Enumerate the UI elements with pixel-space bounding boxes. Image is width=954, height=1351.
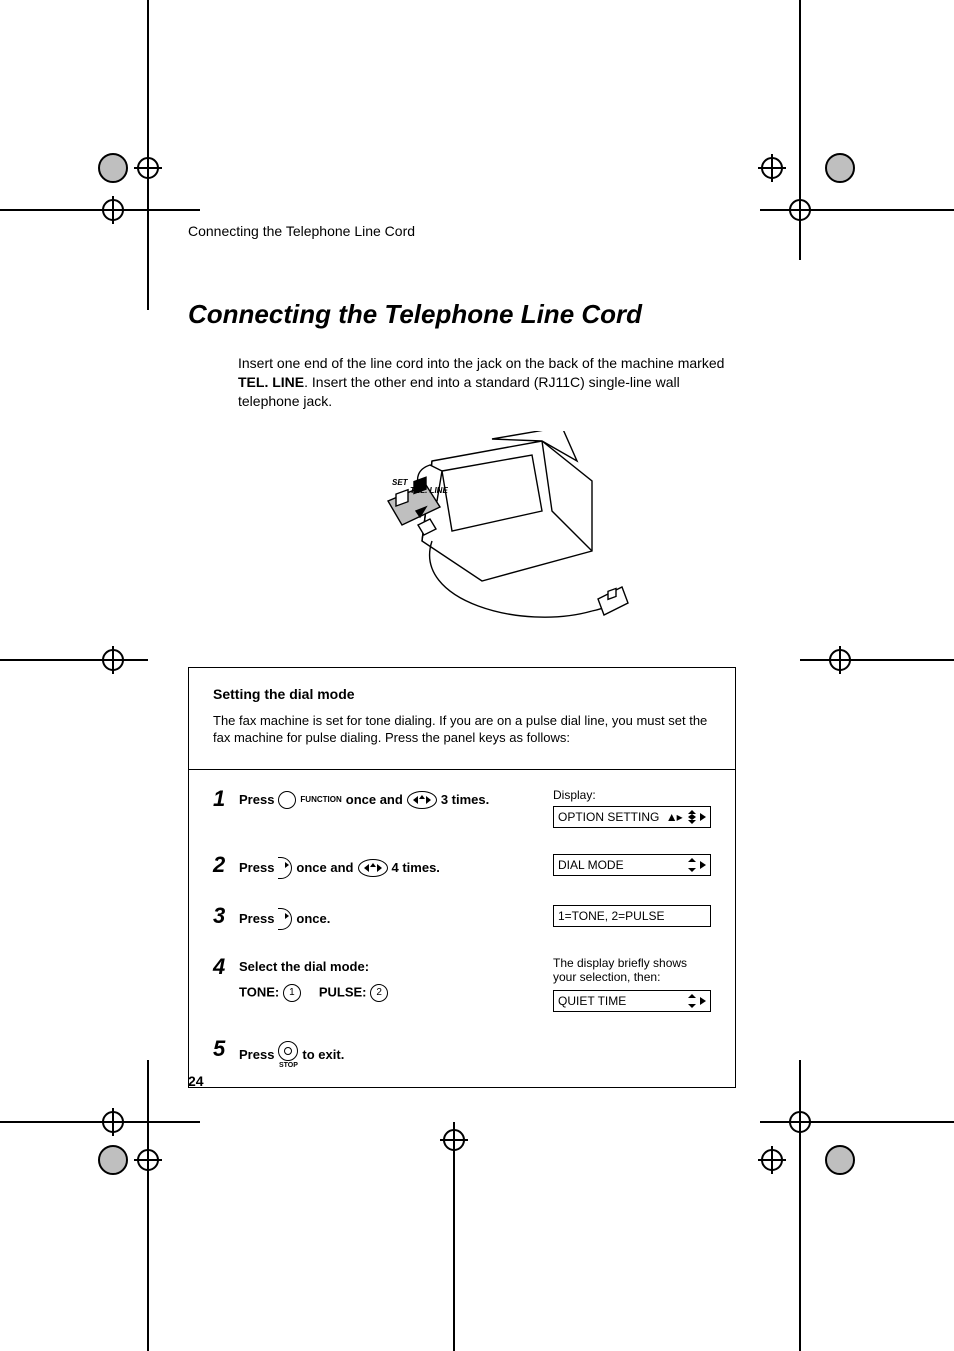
step-text: to exit. (302, 1047, 344, 1062)
procedure-box: Setting the dial mode The fax machine is… (188, 667, 736, 1088)
step-text: Press (239, 792, 274, 807)
intro-text-pre: Insert one end of the line cord into the… (238, 355, 724, 371)
lcd-readout: OPTION SETTING ▲▸ (553, 806, 711, 828)
step-text: Select the dial mode: (239, 959, 553, 974)
step-number: 5 (213, 1038, 239, 1060)
step-text: Press (239, 1047, 274, 1062)
stop-key-label: STOP (279, 1062, 298, 1069)
step-text: Press (239, 911, 274, 926)
step-display: The display briefly shows your selection… (553, 956, 711, 1012)
lcd-arrows-icon (688, 858, 706, 872)
step-display: DIAL MODE (553, 854, 711, 876)
step-5: 5 Press STOP to exit. (213, 1038, 711, 1069)
intro-paragraph: Insert one end of the line cord into the… (238, 354, 736, 411)
step-text: Press (239, 860, 274, 875)
step-body: Press FUNCTION once and 3 times. (239, 788, 553, 809)
page-number: 24 (188, 1073, 204, 1089)
display-label: Display: (553, 788, 711, 802)
step-number: 2 (213, 854, 239, 876)
jack-label-tel-line: TEL. LINE (410, 486, 448, 495)
nav-key-icon (407, 791, 437, 809)
lcd-readout: DIAL MODE (553, 854, 711, 876)
step-body: Select the dial mode: TONE: 1 PULSE: 2 (239, 956, 553, 1002)
step-body: Press STOP to exit. (239, 1038, 553, 1069)
step-text: 3 times. (441, 792, 489, 807)
procedure-heading: Setting the dial mode (213, 686, 711, 702)
step-number: 4 (213, 956, 239, 978)
step-3: 3 Press once. 1=TONE, 2=PULSE (213, 905, 711, 930)
right-key-icon (278, 857, 292, 879)
option-tone-label: TONE: (239, 984, 279, 999)
step-body: Press once and 4 times. (239, 854, 553, 879)
lcd-arrows-icon (688, 810, 706, 824)
intro-text-bold: TEL. LINE (238, 374, 304, 390)
digit-2-key-icon: 2 (370, 984, 388, 1002)
step-text: once and (346, 792, 403, 807)
display-note: The display briefly shows your selection… (553, 956, 711, 984)
page-title: Connecting the Telephone Line Cord (188, 299, 736, 330)
function-key-label: FUNCTION (300, 795, 341, 804)
step-number: 3 (213, 905, 239, 927)
step-4: 4 Select the dial mode: TONE: 1 PULSE: 2… (213, 956, 711, 1012)
step-2: 2 Press once and 4 times. DIAL MODE (213, 854, 711, 879)
nav-key-icon (358, 859, 388, 877)
step-1: 1 Press FUNCTION once and 3 times. Displ… (213, 788, 711, 828)
step-text: 4 times. (392, 860, 440, 875)
step-display: Display: OPTION SETTING ▲▸ (553, 788, 711, 828)
lcd-text: OPTION SETTING (558, 810, 659, 824)
lcd-arrows-icon (688, 994, 706, 1008)
intro-text-post: . Insert the other end into a standard (… (238, 374, 680, 409)
step-body: Press once. (239, 905, 553, 930)
step-display: 1=TONE, 2=PULSE (553, 905, 711, 927)
running-head: Connecting the Telephone Line Cord (188, 223, 736, 239)
step-number: 1 (213, 788, 239, 810)
stop-key-icon: STOP (278, 1041, 298, 1069)
fax-connection-illustration: SET TEL. LINE (292, 431, 632, 641)
jack-label-set: SET (392, 478, 409, 487)
lcd-text: 1=TONE, 2=PULSE (558, 909, 665, 923)
option-pulse-label: PULSE: (319, 984, 367, 999)
function-key-icon (278, 791, 296, 809)
lcd-readout: 1=TONE, 2=PULSE (553, 905, 711, 927)
lcd-text: QUIET TIME (558, 994, 626, 1008)
procedure-intro: The fax machine is set for tone dialing.… (213, 712, 711, 747)
digit-1-key-icon: 1 (283, 984, 301, 1002)
lcd-arrows-icon: ▲▸ (666, 810, 682, 824)
lcd-text: DIAL MODE (558, 858, 624, 872)
step-text: once and (296, 860, 353, 875)
lcd-readout: QUIET TIME (553, 990, 711, 1012)
separator (189, 769, 735, 770)
right-key-icon (278, 908, 292, 930)
step-text: once. (296, 911, 330, 926)
page-content: Connecting the Telephone Line Cord Conne… (188, 223, 736, 1088)
